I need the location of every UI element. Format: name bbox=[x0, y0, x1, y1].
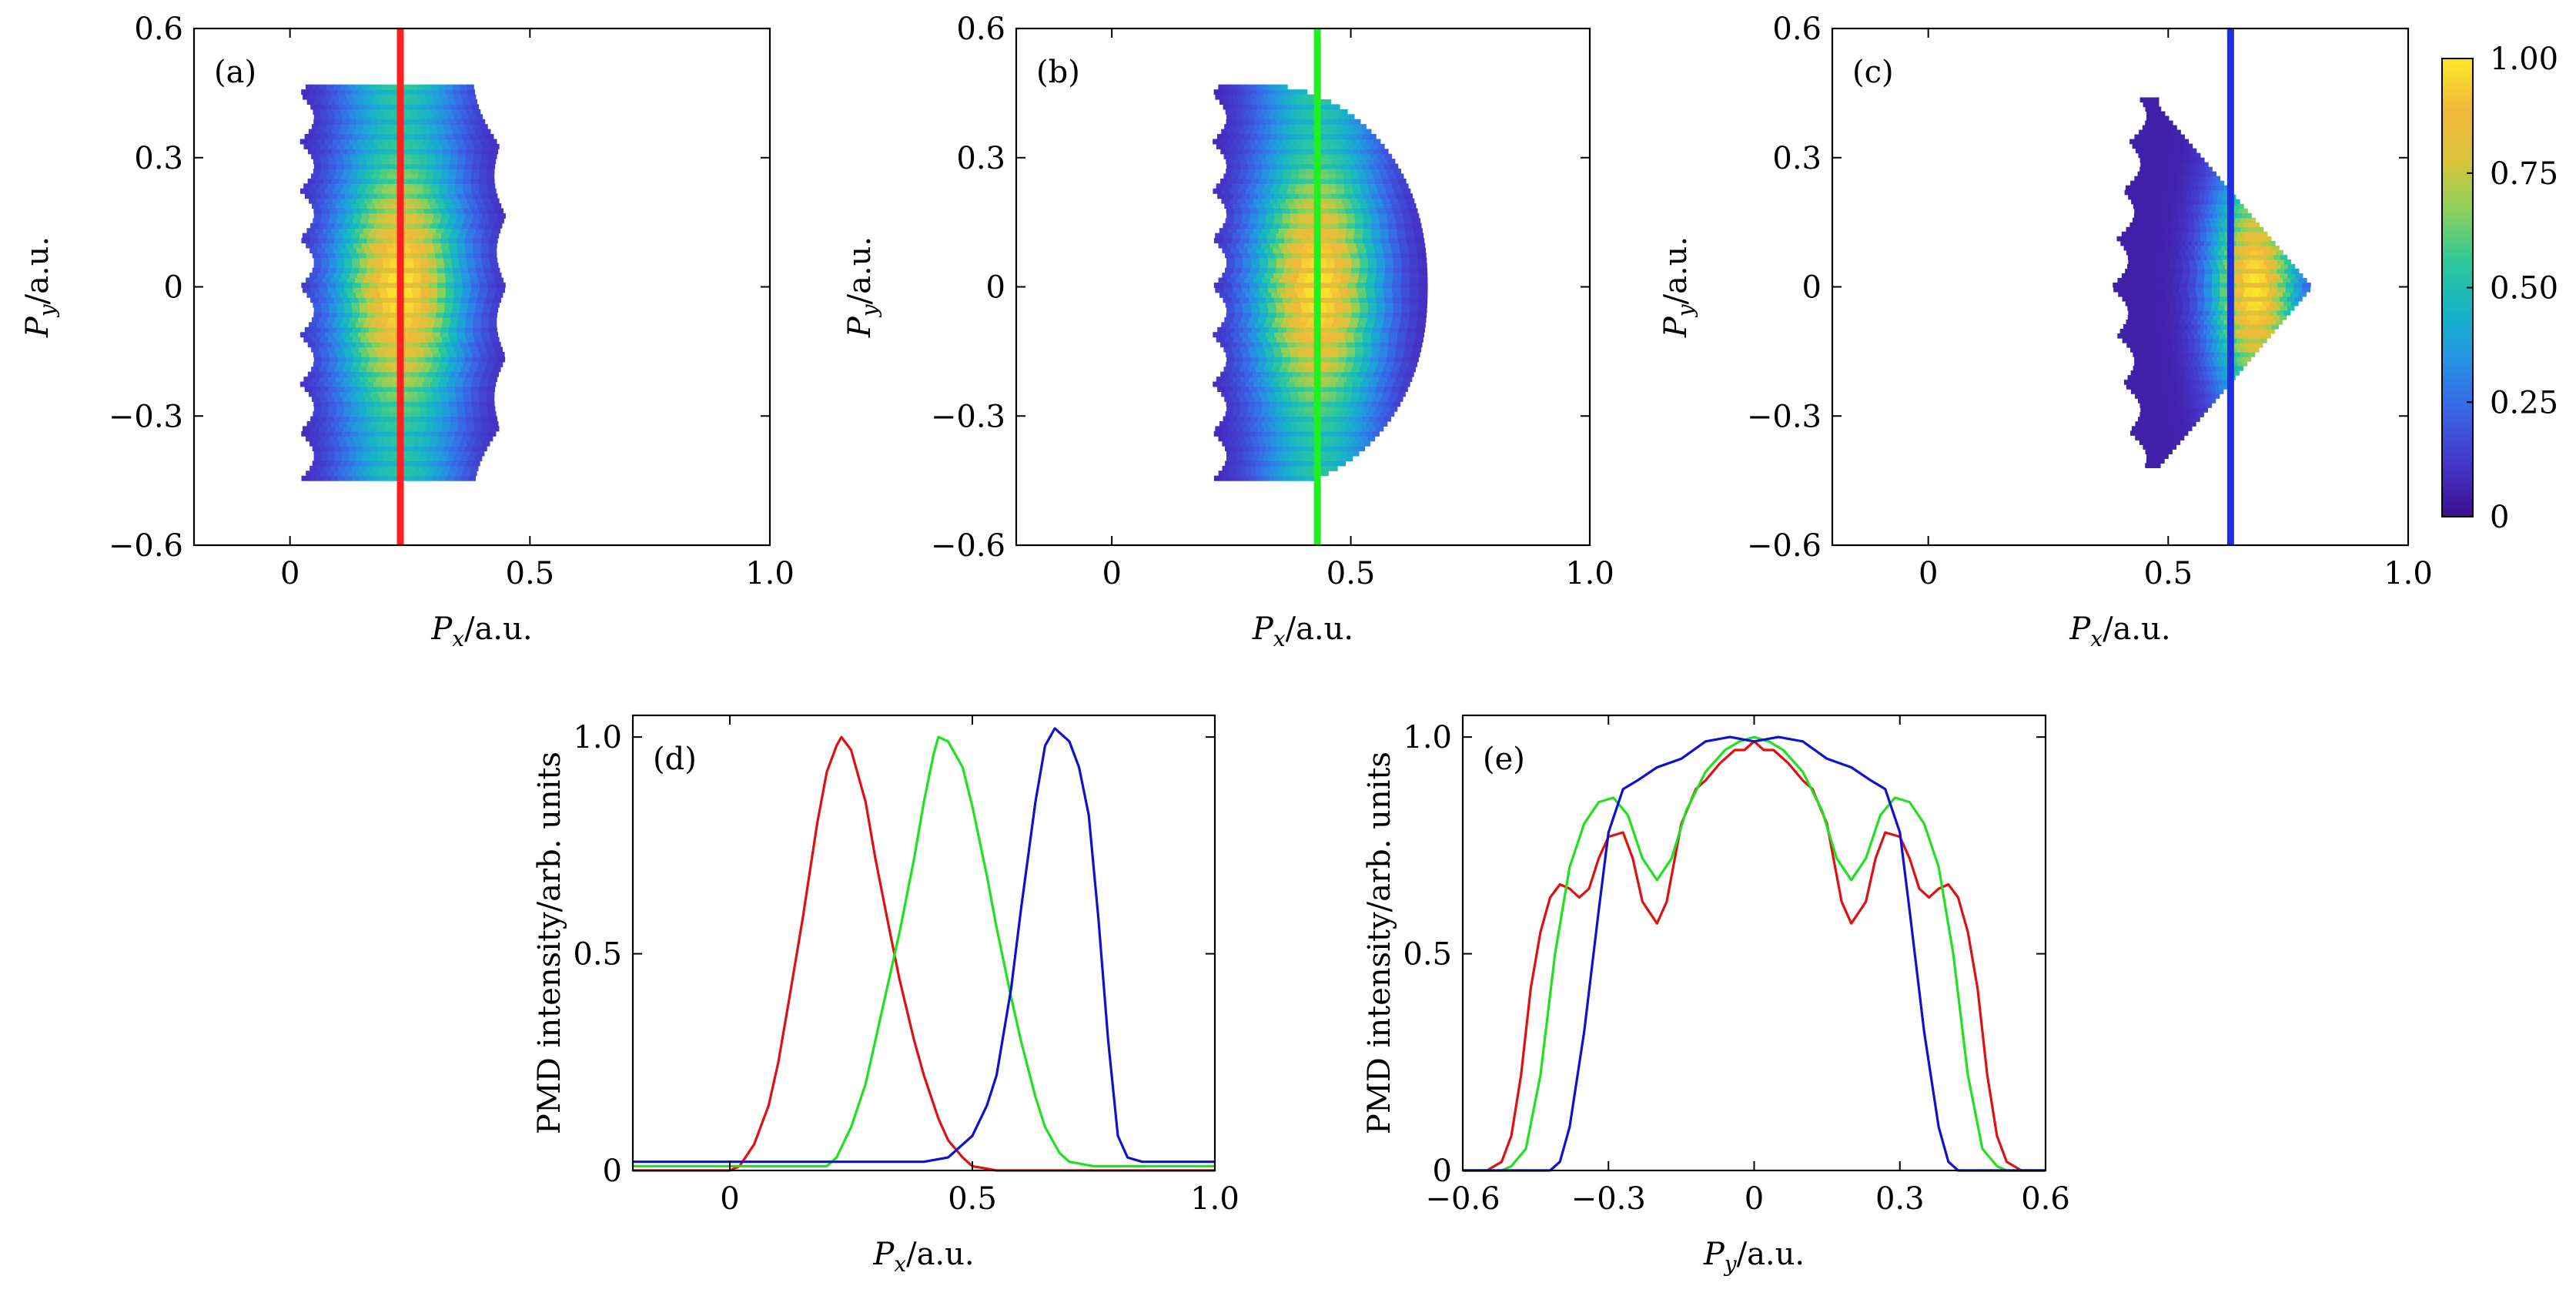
series-line-1 bbox=[1463, 740, 2046, 1172]
y-tick-label: 0 bbox=[986, 270, 1005, 306]
x-axis-label: Px/a.u. bbox=[872, 1237, 974, 1277]
y-axis-label: PMD intensity/arb. units bbox=[1362, 752, 1397, 1134]
x-tick-label: −0.3 bbox=[1571, 1181, 1646, 1217]
x-tick-label: 0 bbox=[1102, 556, 1121, 591]
y-tick-label: −0.3 bbox=[931, 399, 1005, 434]
colorbar-tick-label: 0.25 bbox=[2490, 385, 2558, 420]
y-tick-label: 0 bbox=[603, 1154, 622, 1189]
y-axis-label: Py/a.u. bbox=[20, 236, 60, 338]
x-axis-label: Py/a.u. bbox=[1703, 1237, 1805, 1277]
panel-label: (c) bbox=[1852, 55, 1894, 90]
y-tick-label: 0.5 bbox=[573, 937, 622, 973]
x-tick-label: 0.5 bbox=[2144, 556, 2193, 591]
x-axis-label: Px/a.u. bbox=[2069, 611, 2170, 651]
panel-label: (e) bbox=[1483, 742, 1525, 777]
panel-label: (d) bbox=[653, 742, 697, 777]
x-tick-label: 0 bbox=[1919, 556, 1938, 591]
y-tick-label: −0.3 bbox=[1747, 399, 1822, 434]
x-tick-label: −0.6 bbox=[1425, 1181, 1500, 1217]
y-tick-label: 0 bbox=[1433, 1154, 1452, 1189]
heatmap-distribution bbox=[2113, 97, 2311, 468]
x-tick-label: 0.5 bbox=[1326, 556, 1376, 591]
y-axis-label: Py/a.u. bbox=[1658, 236, 1698, 338]
x-tick-label: 1.0 bbox=[1565, 556, 1614, 591]
colorbar-tick-label: 1.00 bbox=[2490, 42, 2558, 77]
series-line-3 bbox=[1463, 735, 2046, 1172]
series-line-1 bbox=[633, 735, 1215, 1172]
panel-label: (b) bbox=[1036, 55, 1080, 90]
heatmap-distribution bbox=[299, 84, 506, 481]
x-tick-label: 0.3 bbox=[1875, 1181, 1925, 1217]
y-tick-label: 1.0 bbox=[573, 720, 622, 755]
colorbar-tick-label: 0.50 bbox=[2490, 271, 2558, 306]
panel-e: −0.6 −0.3 0 0.3 0.6 0 0.5 1.0 (e) Py/a.u. PMD inte… bbox=[1362, 714, 2070, 1277]
y-tick-label: 0.6 bbox=[134, 12, 183, 47]
x-tick-label: 1.0 bbox=[1190, 1181, 1239, 1217]
y-tick-label: 0.3 bbox=[1772, 141, 1822, 176]
x-tick-label: 0 bbox=[1745, 1181, 1764, 1217]
x-axis-label: Px/a.u. bbox=[1252, 611, 1353, 651]
x-tick-label: 1.0 bbox=[2384, 556, 2433, 591]
y-tick-label: −0.6 bbox=[1747, 528, 1822, 564]
y-tick-label: 0 bbox=[164, 270, 183, 306]
y-tick-label: 0.6 bbox=[956, 12, 1005, 47]
y-tick-label: −0.6 bbox=[931, 528, 1005, 564]
series-line-3 bbox=[633, 727, 1215, 1164]
colorbar-tick-label: 0.75 bbox=[2490, 156, 2558, 192]
panel-a: 0 0.5 1.0 −0.6 −0.3 0 0.3 0.6 (a) Px/a.u. Py/a.u. bbox=[20, 12, 795, 651]
series-line-2 bbox=[1463, 735, 2046, 1172]
x-tick-label: 0 bbox=[720, 1181, 739, 1217]
x-tick-label: 0.5 bbox=[506, 556, 555, 591]
y-tick-label: −0.6 bbox=[109, 528, 183, 564]
panel-c: 0 0.5 1.0 −0.6 −0.3 0 0.3 0.6 (c) Px/a.u. Py/a.u. bbox=[1658, 12, 2433, 651]
x-tick-label: 0.6 bbox=[2021, 1181, 2070, 1217]
y-tick-label: −0.3 bbox=[109, 399, 183, 434]
plot-frame bbox=[1461, 714, 2047, 1172]
y-axis-label: Py/a.u. bbox=[842, 236, 882, 338]
colorbar-tick-label: 0 bbox=[2490, 500, 2509, 535]
heatmap-distribution bbox=[1213, 84, 1428, 481]
x-tick-label: 1.0 bbox=[745, 556, 795, 591]
plot-frame bbox=[631, 714, 1216, 1172]
y-tick-label: 1.0 bbox=[1403, 720, 1452, 755]
y-axis-label: PMD intensity/arb. units bbox=[532, 752, 567, 1134]
y-tick-label: 0 bbox=[1802, 270, 1822, 306]
y-tick-label: 0.6 bbox=[1772, 12, 1822, 47]
x-tick-label: 0 bbox=[280, 556, 299, 591]
y-tick-label: 0.3 bbox=[134, 141, 183, 176]
series-line-2 bbox=[633, 735, 1215, 1167]
panel-label: (a) bbox=[214, 55, 256, 90]
colorbar: 0 0.25 0.50 0.75 1.00 bbox=[2441, 42, 2558, 535]
y-tick-label: 0.3 bbox=[956, 141, 1005, 176]
x-axis-label: Px/a.u. bbox=[430, 611, 532, 651]
panel-b: 0 0.5 1.0 −0.6 −0.3 0 0.3 0.6 (b) Px/a.u. Py/a.u. bbox=[842, 12, 1614, 651]
x-tick-label: 0.5 bbox=[948, 1181, 997, 1217]
panel-d: 0 0.5 1.0 0 0.5 1.0 (d) Px/a.u. PMD intensity/ar… bbox=[532, 714, 1239, 1277]
y-tick-label: 0.5 bbox=[1403, 937, 1452, 973]
